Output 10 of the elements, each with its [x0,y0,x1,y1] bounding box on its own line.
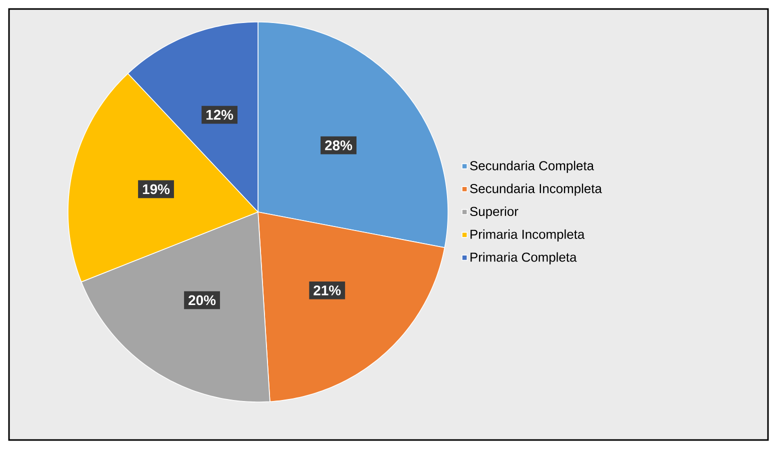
data-label: 28% [325,140,352,150]
legend-label: Secundaria Completa [470,160,594,173]
data-label: 20% [188,295,216,306]
legend-label: Superior [470,206,518,219]
data-label: 12% [206,110,234,120]
legend-label: Primaria Completa [470,252,577,264]
data-label: 21% [314,285,341,296]
data-label: 19% [142,184,170,194]
legend-label: Primaria Incompleta [470,229,585,242]
legend-label: Secundaria Incompleta [470,184,602,196]
